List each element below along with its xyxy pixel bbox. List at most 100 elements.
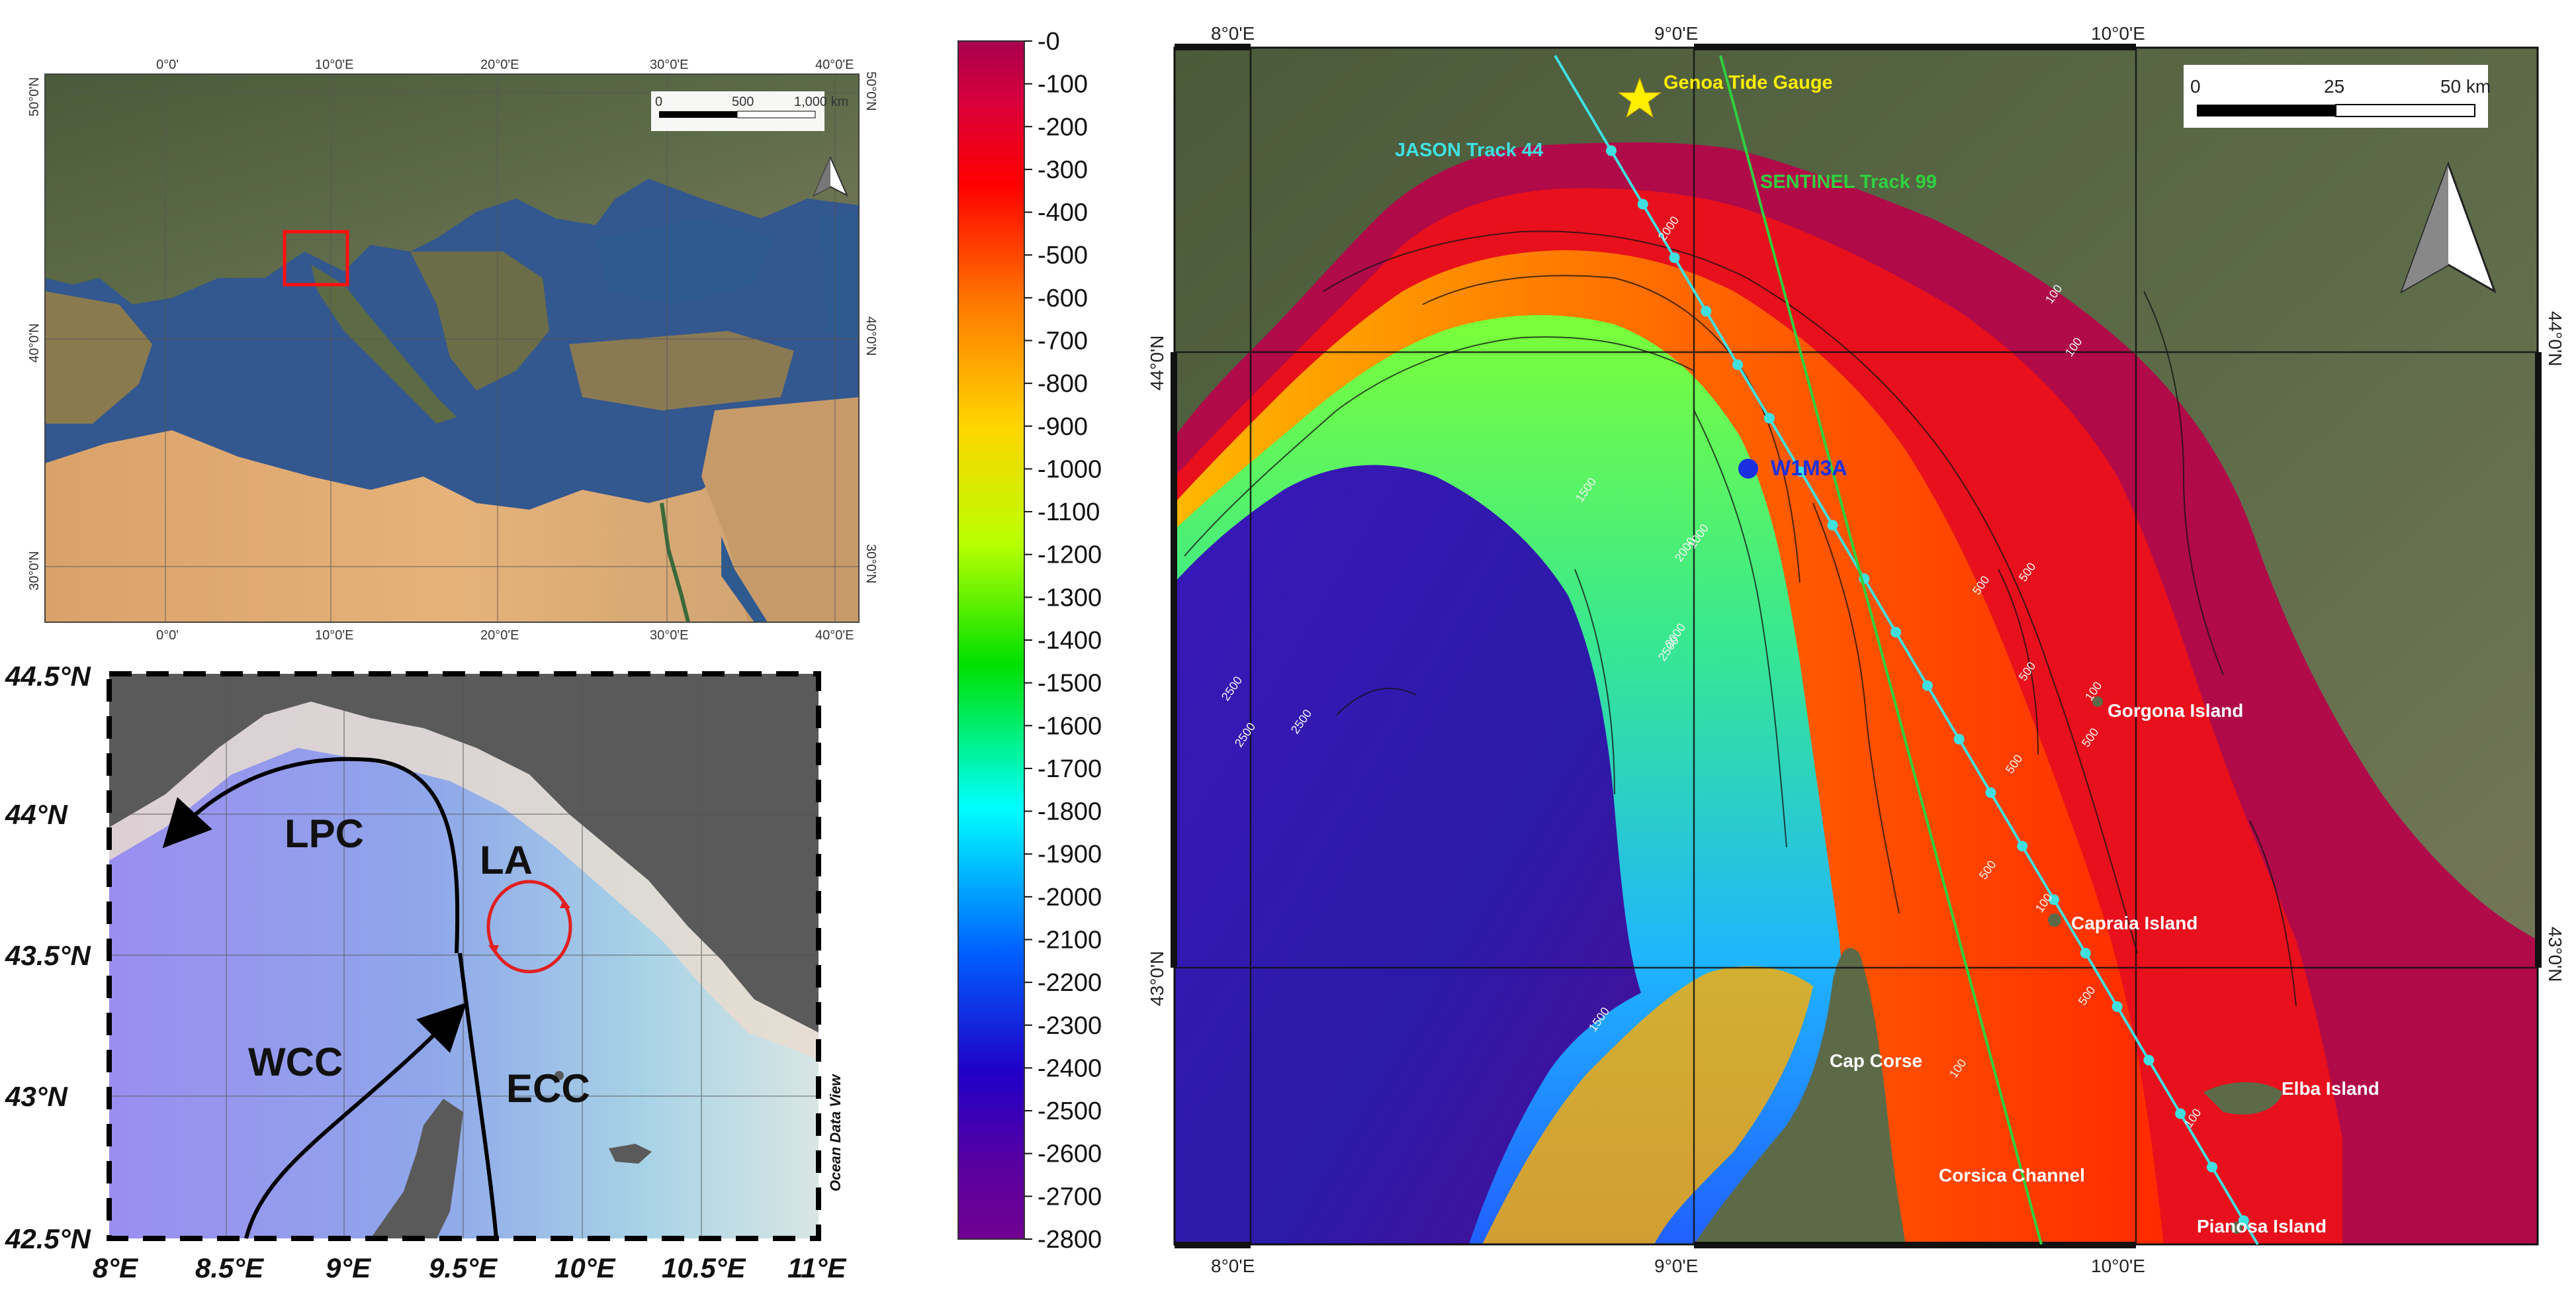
- overview-scale-label-2: 1,000 km: [794, 95, 848, 109]
- current-label-wcc: WCC: [248, 1040, 343, 1084]
- overview-left-tick-0: 50°0'N: [27, 77, 42, 116]
- overview-bottom-tick-3: 30°0'E: [650, 628, 689, 643]
- jason-track-point: [1890, 627, 1902, 638]
- current-label-lpc: LPC: [285, 811, 364, 856]
- bathy-top-tick-1: 9°0'E: [1654, 23, 1698, 44]
- circ-lon-tick-3: 9.5°E: [429, 1252, 498, 1283]
- jason-track-point: [1922, 680, 1933, 691]
- bathymetry-north-arrow-icon: [2400, 161, 2497, 294]
- jason-track-point: [2143, 1054, 2154, 1066]
- colorbar-tick-label: -2700: [1038, 1183, 1102, 1211]
- jason-track-point: [1701, 306, 1712, 317]
- colorbar-tick-label: -2500: [1038, 1097, 1102, 1125]
- colorbar-tick-label: -800: [1038, 370, 1088, 398]
- bathy-scale-label-2: 50 km: [2440, 76, 2491, 97]
- bathy-scale-label-1: 25: [2324, 76, 2344, 97]
- overview-top-tick-0: 0°0': [156, 58, 179, 72]
- label-gorgona: Gorgona Island: [2108, 700, 2243, 721]
- depth-colorbar: -0 -100 -200 -300 -400 -500 -600 -700 -800 -900 -1…: [957, 28, 1102, 1254]
- colorbar-tick-label: -2300: [1038, 1012, 1102, 1040]
- jason-track-point: [1669, 252, 1680, 263]
- jason-track-point: [2111, 1001, 2123, 1012]
- overview-scale-label-0: 0: [655, 95, 662, 109]
- wcc-current-arrow: [244, 1002, 467, 1239]
- colorbar-tick-label: -2000: [1038, 884, 1102, 911]
- jason-track-point: [1985, 787, 1996, 798]
- circ-lon-tick-0: 8°E: [93, 1252, 139, 1283]
- overview-top-tick-2: 20°0'E: [480, 58, 519, 72]
- overview-right-tick-1: 40°0'N: [864, 316, 878, 356]
- jason-track-point: [2206, 1162, 2217, 1173]
- overview-map: 0 500 1,000 km 0°0' 10°0'E 20°0'E 30°0'E…: [27, 58, 878, 643]
- colorbar-tick-label: -2400: [1038, 1054, 1102, 1082]
- overview-right-tick-2: 30°0'N: [864, 544, 878, 584]
- jason-track-point: [2238, 1215, 2249, 1227]
- w1m3a-buoy-marker: [1738, 459, 1758, 479]
- bathy-scale-label-0: 0: [2190, 76, 2201, 97]
- colorbar-tick-label: -1700: [1038, 755, 1102, 783]
- colorbar-tick-label: -2200: [1038, 969, 1102, 997]
- colorbar-tick-label: -100: [1038, 71, 1088, 99]
- jason-track-point: [2049, 894, 2060, 905]
- odv-credit: Ocean Data View: [827, 1074, 844, 1191]
- jason-track-point: [2080, 947, 2091, 958]
- colorbar-tick-label: -1600: [1038, 712, 1102, 740]
- current-label-ecc: ECC: [506, 1066, 590, 1111]
- label-corsica-channel: Corsica Channel: [1939, 1165, 2085, 1185]
- overview-north-arrow-icon: [812, 156, 849, 197]
- label-genoa: Genoa Tide Gauge: [1664, 72, 1833, 93]
- bathy-right-tick-0: 44°0'N: [2545, 311, 2565, 366]
- label-jason: JASON Track 44: [1395, 140, 1543, 161]
- colorbar-tick-label: -0: [1038, 28, 1060, 56]
- colorbar-tick-label: -2800: [1038, 1226, 1102, 1254]
- colorbar-tick-label: -2600: [1038, 1140, 1102, 1168]
- circ-lon-tick-1: 8.5°E: [195, 1252, 265, 1283]
- ecc-current-arrow: [458, 952, 498, 1239]
- colorbar-tick-label: -1400: [1038, 627, 1102, 655]
- colorbar-tick-label: -1900: [1038, 841, 1102, 868]
- circ-lat-tick-4: 42.5°N: [5, 1223, 92, 1254]
- colorbar-tick-label: -300: [1038, 156, 1088, 184]
- jason-track-point: [1605, 145, 1617, 156]
- jason-track-point: [1637, 199, 1648, 210]
- colorbar-tick-label: -500: [1038, 242, 1088, 269]
- colorbar-tick-label: -200: [1038, 113, 1088, 141]
- jason-track-point: [1953, 733, 1965, 745]
- jason-track-point: [2175, 1108, 2186, 1119]
- bathy-right-tick-1: 43°0'N: [2545, 927, 2565, 982]
- jason-track-point: [1827, 520, 1838, 531]
- bathy-bottom-tick-2: 10°0'E: [2091, 1256, 2145, 1276]
- colorbar-tick-label: -1500: [1038, 670, 1102, 698]
- colorbar-tick-label: -1300: [1038, 584, 1102, 612]
- colorbar-tick-label: -1100: [1038, 498, 1100, 526]
- colorbar-tick-label: -900: [1038, 413, 1088, 441]
- jason-track-point: [1795, 466, 1806, 477]
- label-buoy: W1M3A: [1771, 456, 1847, 480]
- colorbar-tick-label: -2100: [1038, 927, 1102, 954]
- colorbar-tick-label: -1800: [1038, 798, 1102, 826]
- label-cap-corse: Cap Corse: [1830, 1050, 1922, 1071]
- jason-track-point: [2017, 841, 2028, 852]
- overview-right-tick-0: 50°0'N: [864, 71, 878, 111]
- bathymetry-map: Genoa Tide Gauge JASON Track 44 SENTINEL…: [1147, 23, 2565, 1276]
- bathy-bottom-tick-1: 9°0'E: [1654, 1256, 1698, 1276]
- label-pianosa: Pianosa Island: [2197, 1216, 2327, 1236]
- overview-bottom-tick-2: 20°0'E: [480, 628, 519, 643]
- overview-top-tick-3: 30°0'E: [650, 58, 689, 72]
- circ-lat-tick-1: 44°N: [5, 799, 69, 830]
- colorbar-tick-label: -1000: [1038, 455, 1102, 483]
- label-sentinel: SENTINEL Track 99: [1760, 171, 1937, 193]
- circ-lon-tick-4: 10°E: [555, 1252, 617, 1283]
- overview-left-tick-2: 30°0'N: [27, 551, 42, 590]
- colorbar-tick-label: -1200: [1038, 541, 1102, 569]
- colorbar-tick-label: -400: [1038, 199, 1088, 227]
- bathy-left-tick-1: 43°0'N: [1147, 951, 1167, 1006]
- la-eddy-arrow: [486, 880, 572, 974]
- overview-bottom-tick-4: 40°0'E: [815, 628, 854, 643]
- circ-lat-tick-0: 44.5°N: [5, 661, 92, 692]
- overview-top-tick-1: 10°0'E: [315, 58, 354, 72]
- overview-scale-bar: 0 500 1,000 km: [651, 91, 848, 131]
- label-capraia: Capraia Island: [2071, 913, 2198, 933]
- circ-lon-tick-6: 11°E: [787, 1252, 847, 1283]
- overview-bottom-tick-1: 10°0'E: [315, 628, 354, 643]
